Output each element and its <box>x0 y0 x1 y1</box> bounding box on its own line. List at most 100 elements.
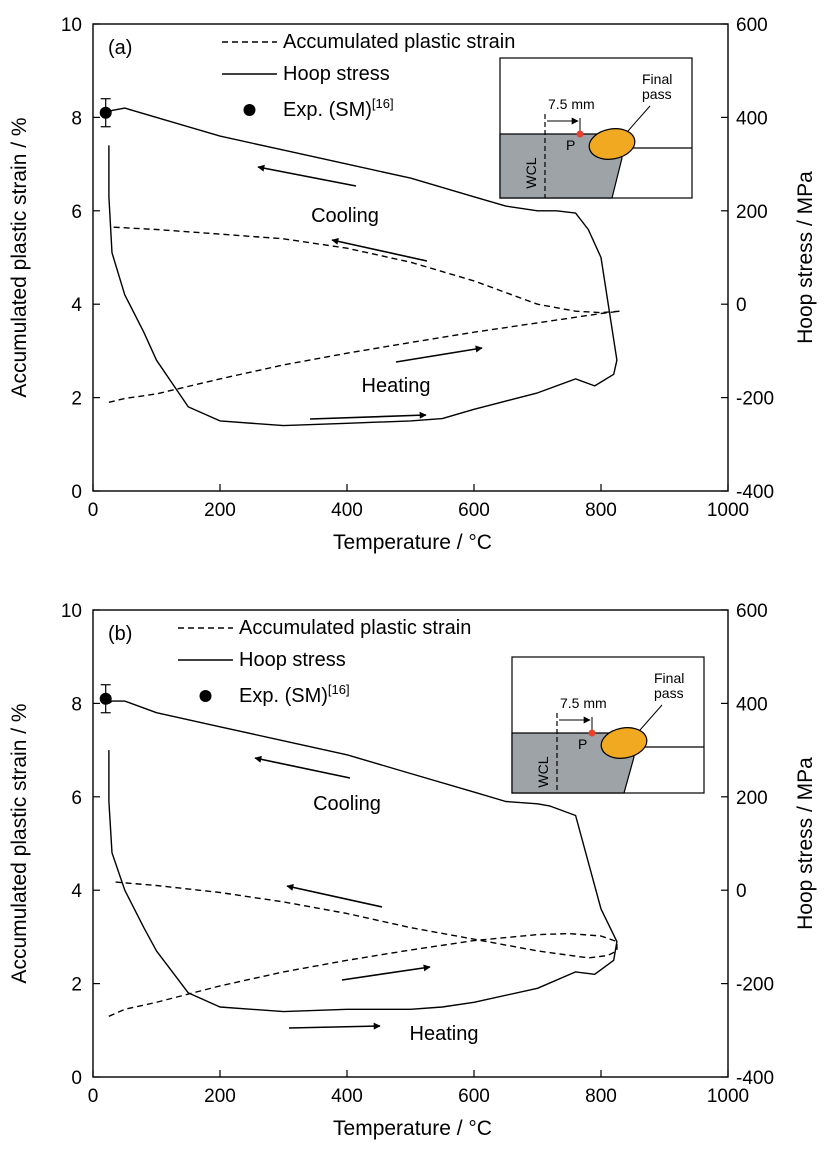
plastic-strain-line <box>108 226 621 403</box>
point-p-marker <box>576 130 584 138</box>
legend-label-superscript: [16] <box>328 682 350 697</box>
legend-label: Exp. (SM)[16] <box>283 96 394 121</box>
cooling-arrow <box>254 755 351 779</box>
x-tick-label: 1000 <box>707 1086 749 1107</box>
heating-label: Heating <box>362 375 431 397</box>
plot-frame <box>92 609 729 1078</box>
x-tick-label: 800 <box>585 1086 617 1107</box>
heating-arrow <box>395 345 483 363</box>
final-pass-leader <box>627 105 651 132</box>
x-tick-label: 600 <box>458 1086 490 1107</box>
legend-label: Exp. (SM)[16] <box>239 682 350 707</box>
legend-label-text: Exp. (SM) <box>239 685 328 707</box>
y-left-tick-label: 10 <box>61 15 82 36</box>
y-right-tick-label: 600 <box>736 15 768 36</box>
panel-label: (b) <box>108 623 132 645</box>
inset-pass-label: pass <box>654 685 684 701</box>
final-pass-leader <box>639 704 663 731</box>
legend: Accumulated plastic strain Hoop stress Exp… <box>222 31 515 121</box>
final-pass-bead <box>588 128 636 160</box>
inset-wcl-label: WCL <box>523 157 539 188</box>
legend-label: Hoop stress <box>239 649 346 671</box>
y-left-tick-label: 6 <box>71 788 82 809</box>
legend-label: Hoop stress <box>283 63 390 85</box>
y-right-tick-label: 200 <box>736 202 768 223</box>
inset-final-label: Final <box>642 71 672 87</box>
plot-frame <box>92 23 729 492</box>
chart-panel-b: 0 200 400 600 800 1000 0 2 4 6 8 10 -400 -200 0 200 400 6… <box>8 601 817 1140</box>
cooling-label: Cooling <box>313 793 381 815</box>
x-tick-label: 400 <box>331 500 363 521</box>
x-tick-label: 600 <box>458 500 490 521</box>
cooling-arrow <box>286 883 383 908</box>
panel-label: (a) <box>108 37 132 59</box>
y-right-tick-label: -400 <box>736 1068 774 1089</box>
y-right-tick-label: 0 <box>736 881 747 902</box>
x-tick-label: 800 <box>585 500 617 521</box>
exp-data-point <box>99 692 112 705</box>
y-right-axis-label: Hoop stress / MPa <box>794 757 817 930</box>
y-left-tick-label: 0 <box>71 482 82 503</box>
final-pass-bead <box>600 727 648 759</box>
legend-marker <box>243 104 256 116</box>
y-left-tick-label: 6 <box>71 202 82 223</box>
inset-pass-label: pass <box>642 86 672 102</box>
legend-label: Accumulated plastic strain <box>283 31 515 53</box>
legend-label-text: Hoop stress <box>239 649 346 671</box>
x-axis-label: Temperature / °C <box>333 1117 492 1140</box>
x-tick-label: 200 <box>204 1086 236 1107</box>
y-right-tick-label: 200 <box>736 788 768 809</box>
hoop-stress-line <box>108 700 618 1013</box>
y-left-tick-label: 4 <box>71 881 82 902</box>
y-left-axis-label: Accumulated plastic strain / % <box>8 117 31 397</box>
inset-dimension-label: 7.5 mm <box>560 695 607 711</box>
inset-point-label: P <box>578 736 587 752</box>
legend-label-text: Hoop stress <box>283 63 390 85</box>
legend-label-text: Exp. (SM) <box>283 99 372 121</box>
x-tick-label: 1000 <box>707 500 749 521</box>
y-left-tick-label: 2 <box>71 975 82 996</box>
y-right-tick-label: -200 <box>736 389 774 410</box>
inset-wcl-label: WCL <box>535 756 551 787</box>
chart-panel-a: 0 200 400 600 800 1000 0 2 4 6 8 10 -400 -200 0 200 400 6… <box>8 15 817 554</box>
y-left-tick-label: 0 <box>71 1068 82 1089</box>
heating-label: Heating <box>410 1023 479 1045</box>
cooling-arrow <box>257 164 357 187</box>
y-left-tick-label: 8 <box>71 108 82 129</box>
y-right-tick-label: 400 <box>736 694 768 715</box>
x-axis-label: Temperature / °C <box>333 531 492 554</box>
plastic-strain-line <box>108 881 618 1017</box>
y-left-axis-label: Accumulated plastic strain / % <box>8 703 31 983</box>
exp-data-point <box>99 106 112 119</box>
legend-marker <box>199 690 212 702</box>
inset-point-label: P <box>566 137 575 153</box>
legend-label-text: Accumulated plastic strain <box>283 31 515 53</box>
y-left-tick-label: 8 <box>71 694 82 715</box>
x-tick-label: 200 <box>204 500 236 521</box>
x-tick-label: 0 <box>88 500 99 521</box>
y-left-tick-label: 10 <box>61 601 82 622</box>
y-left-tick-label: 4 <box>71 295 82 316</box>
point-p-marker <box>588 729 596 737</box>
y-right-tick-label: 400 <box>736 108 768 129</box>
y-right-tick-label: -400 <box>736 482 774 503</box>
heating-arrow <box>288 1022 381 1030</box>
hoop-stress-line <box>108 107 618 427</box>
x-tick-label: 400 <box>331 1086 363 1107</box>
y-left-tick-label: 2 <box>71 389 82 410</box>
x-tick-label: 0 <box>88 1086 99 1107</box>
inset-dimension-label: 7.5 mm <box>548 96 595 112</box>
inset-final-label: Final <box>654 670 684 686</box>
y-right-tick-label: -200 <box>736 975 774 996</box>
legend-label-superscript: [16] <box>372 96 394 111</box>
cooling-label: Cooling <box>311 205 379 227</box>
y-right-axis-label: Hoop stress / MPa <box>794 171 817 344</box>
heating-arrow <box>309 411 427 420</box>
y-right-tick-label: 600 <box>736 601 768 622</box>
legend: Accumulated plastic strain Hoop stress Exp… <box>178 617 471 707</box>
legend-label: Accumulated plastic strain <box>239 617 471 639</box>
cooling-arrow <box>331 237 428 262</box>
